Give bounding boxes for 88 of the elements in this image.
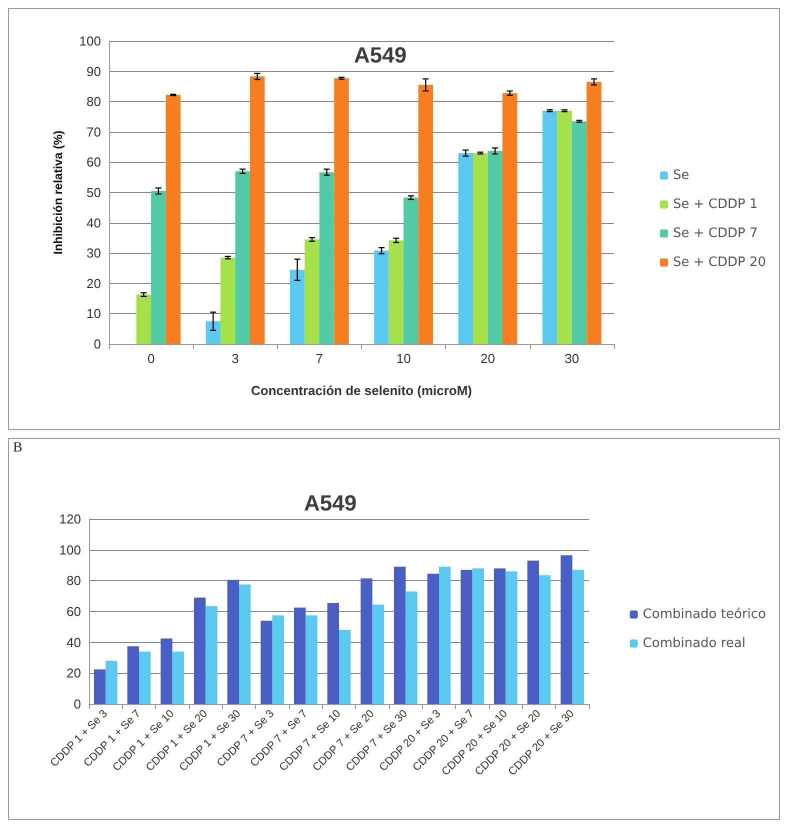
y-tick-label: 20 [86,276,101,291]
bar [250,76,265,344]
legend-label: Se [672,168,690,183]
bar [539,575,551,704]
y-tick-label: 30 [86,246,101,261]
x-tick-label: 3 [232,351,239,366]
bar [194,598,206,704]
bar [206,321,221,344]
bar [388,240,404,344]
bar [260,620,272,704]
bar [360,578,372,704]
bar [542,110,558,344]
bar [406,591,418,704]
bar [472,568,484,704]
y-axis-title: Inhibición relativa (%) [51,130,65,255]
bar [272,615,284,704]
bar [572,121,587,344]
bar [160,638,172,704]
legend-label: Se + CDDP 7 [672,226,758,241]
text: B [13,440,22,456]
bar [227,580,239,704]
bar [172,652,184,704]
y-tick-label: 60 [86,154,101,170]
bar [488,150,502,344]
bar [327,603,339,704]
bar [527,560,539,704]
bar [290,270,305,344]
bar [506,571,518,704]
bar [418,84,434,344]
bar [136,294,152,344]
y-tick-label: 40 [66,634,81,650]
bar [139,652,151,704]
y-tick-label: 90 [86,64,101,79]
bar [586,82,602,344]
bar [166,94,181,344]
bar [220,258,236,344]
x-tick-label: 7 [316,351,324,366]
bar [306,615,318,704]
y-tick-label: 50 [86,185,101,200]
bar [106,660,118,704]
x-tick-label: 30 [564,351,580,366]
y-tick-label: 80 [66,573,81,588]
x-tick-label: 20 [480,351,495,366]
bar [557,110,572,344]
bar [494,568,506,704]
bar [334,78,349,344]
bar [560,555,572,704]
legend-label: Combinado teórico [642,607,766,622]
legend-label: Se + CDDP 20 [672,255,766,270]
y-tick-label: 120 [59,512,81,526]
y-tick-label: 10 [86,306,101,322]
y-tick-label: 40 [86,215,101,230]
y-tick-label: 0 [94,336,101,352]
y-tick-label: 0 [74,696,81,712]
y-tick-label: 60 [66,604,81,619]
bar [304,239,320,344]
y-tick-label: 100 [79,34,101,48]
bar [319,172,334,344]
legend-label: Se + CDDP 1 [672,197,758,212]
bar [572,570,584,704]
bar [473,153,488,344]
bar [439,566,451,704]
bar [151,190,166,344]
bar [127,646,139,704]
bar [404,198,418,344]
y-tick-label: 20 [66,666,81,681]
y-tick-label: 80 [86,94,101,110]
bar [394,566,406,704]
bar [460,570,472,704]
chart-title: A549 [354,42,407,68]
y-tick-label: 70 [86,124,101,140]
bar [206,606,218,704]
bar [235,171,250,344]
bar [239,584,251,704]
bar [339,630,351,704]
bar [427,574,439,704]
x-tick-label: 0 [147,351,155,366]
bar [94,669,106,704]
chart-title: A549 [304,490,357,516]
bar [374,250,389,344]
x-axis-title: Concentración de selenito (microM) [250,383,472,398]
bar [502,93,518,344]
bar [458,153,474,344]
legend-label: Combinado real [642,636,746,651]
bar [294,608,306,704]
x-tick-label: 10 [396,351,411,366]
bar [372,604,384,704]
y-tick-label: 100 [59,542,81,558]
